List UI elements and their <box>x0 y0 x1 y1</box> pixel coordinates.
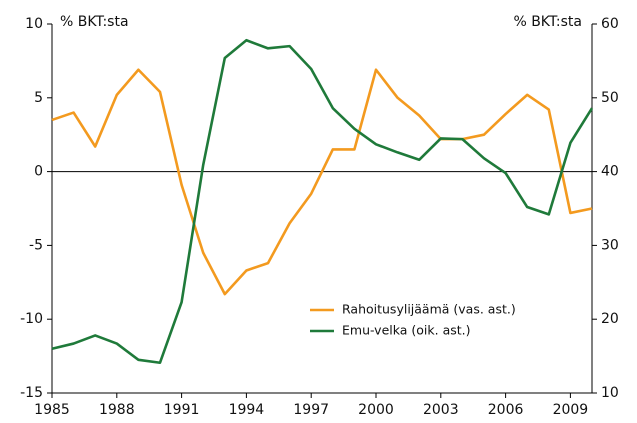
x-tick-label: 2003 <box>423 402 459 418</box>
y2-tick-label: 30 <box>601 237 619 253</box>
line-series <box>51 68 593 296</box>
y2-tick-label: 60 <box>601 16 619 32</box>
x-tick-label: 1991 <box>164 402 200 418</box>
y-tick-label: -5 <box>29 237 43 253</box>
x-tick-label: 2000 <box>358 402 394 418</box>
x-tick-label: 2009 <box>553 402 589 418</box>
x-tick-label: 1997 <box>293 402 329 418</box>
y-axis-label: % BKT:sta <box>60 14 129 30</box>
x-tick-label: 1985 <box>34 402 70 418</box>
x-tick-label: 2006 <box>488 402 524 418</box>
y-tick-label: 5 <box>34 90 43 106</box>
x-tick-label: 1994 <box>229 402 265 418</box>
y-tick-label: 0 <box>34 164 43 180</box>
y2-axis-label: % BKT:sta <box>513 14 582 30</box>
x-tick-label: 1988 <box>99 402 135 418</box>
y2-tick-label: 10 <box>601 385 619 401</box>
y-tick-label: -10 <box>20 311 43 327</box>
legend-label: Emu-velka (oik. ast.) <box>342 323 471 338</box>
y2-tick-label: 40 <box>601 164 619 180</box>
legend-label: Rahoitusylijäämä (vas. ast.) <box>342 302 516 317</box>
y-tick-label: -15 <box>20 385 43 401</box>
y2-tick-label: 50 <box>601 90 619 106</box>
line-series <box>51 38 594 365</box>
y-tick-label: 10 <box>25 16 43 32</box>
y2-tick-label: 20 <box>601 311 619 327</box>
